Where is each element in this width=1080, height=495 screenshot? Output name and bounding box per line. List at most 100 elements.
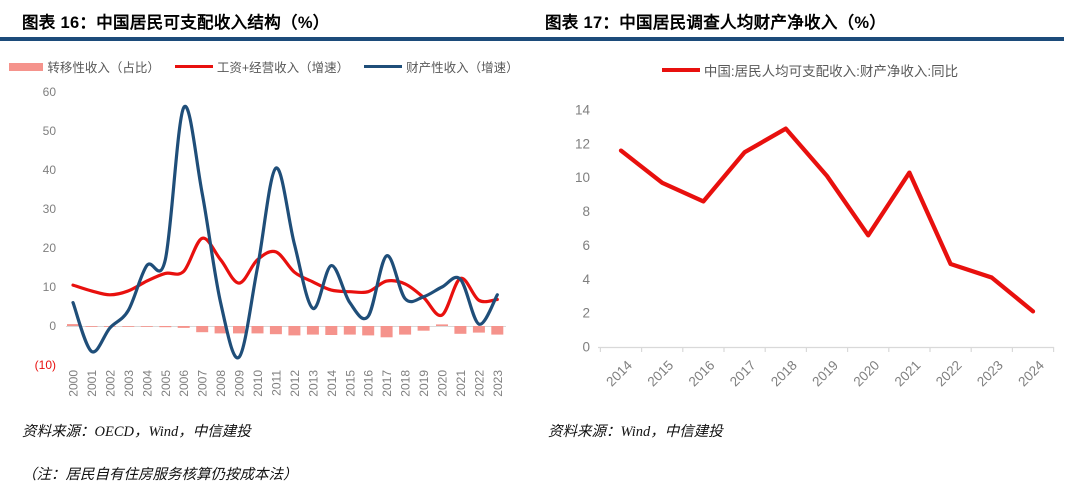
- property-income-line: [71, 104, 499, 360]
- x-tick-label: 2012: [288, 370, 302, 397]
- x-tick-label: 2014: [325, 370, 339, 397]
- transfer-income-bar: [399, 326, 412, 335]
- transfer-income-bar: [436, 324, 448, 326]
- figure17-line-chart: 0 2 4 6 8 10 12 14 2014 2015 2016 2017 2018 2019 2020 2…: [575, 102, 1055, 390]
- x-tick-label: 2007: [196, 370, 210, 397]
- x-tick-label: 2003: [122, 370, 136, 397]
- x-tick-label: 2006: [177, 370, 191, 397]
- transfer-income-bar: [196, 326, 209, 333]
- transfer-income-bar: [159, 326, 172, 328]
- x-tick-label: 2018: [768, 358, 800, 390]
- x-tick-label: 2024: [1015, 357, 1047, 389]
- x-tick-label: 2020: [850, 358, 882, 390]
- y-tick-label: 8: [582, 204, 590, 219]
- figure17-title: 图表 17：中国居民调查人均财产净收入（%）: [545, 14, 887, 32]
- transfer-income-bar: [325, 326, 338, 335]
- y-tick-label: 0: [582, 340, 590, 355]
- y-tick-label: 2: [582, 306, 590, 321]
- y-tick-label: 12: [575, 136, 590, 151]
- legend-item-property-income: 财产性收入（增速）: [364, 57, 519, 76]
- line-swatch-icon: [661, 67, 700, 73]
- bar-swatch-icon: [9, 62, 44, 71]
- transfer-income-bar: [362, 326, 375, 336]
- transfer-income-bar: [288, 326, 301, 336]
- x-tick-label: 2022: [933, 358, 965, 390]
- x-tick-label: 2018: [399, 370, 413, 397]
- x-tick-label: 2014: [603, 357, 635, 389]
- legend-item-property-net-income: 中国:居民人均可支配收入:财产净收入:同比: [661, 60, 959, 80]
- x-tick-label: 2020: [436, 370, 450, 397]
- x-tick-label: 2002: [103, 370, 117, 397]
- transfer-income-bar: [269, 326, 282, 335]
- legend-label: 转移性收入（占比）: [47, 61, 160, 75]
- figure16-legend: 转移性收入（占比） 工资+经营收入（增速） 财产性收入（增速）: [9, 57, 519, 76]
- x-tick-label: 2021: [892, 358, 924, 390]
- x-tick-label: 2017: [380, 370, 394, 397]
- x-tick-label: 2009: [233, 370, 247, 397]
- line-swatch-icon: [174, 64, 213, 69]
- x-tick-label: 2005: [159, 370, 173, 397]
- x-tick-label: 2015: [644, 358, 676, 390]
- legend-label: 财产性收入（增速）: [406, 61, 519, 75]
- y-tick-label: 10: [43, 280, 57, 294]
- figure17-source: 资料来源：Wind，中信建投: [548, 424, 723, 440]
- x-tick-label: 2008: [214, 370, 228, 397]
- figure16-source: 资料来源：OECD，Wind，中信建投: [22, 424, 251, 440]
- y-tick-label: 6: [582, 238, 590, 253]
- x-tick-label: 2019: [417, 370, 431, 397]
- y-tick-label: 20: [43, 241, 57, 255]
- x-tick-label: 2023: [491, 370, 505, 397]
- x-tick-label: 2010: [251, 370, 265, 397]
- transfer-income-bar: [140, 326, 153, 327]
- x-tick-label: 2000: [67, 370, 81, 397]
- x-tick-label: 2011: [269, 370, 283, 396]
- x-tick-label: 2001: [85, 370, 99, 397]
- x-tick-label: 2021: [454, 370, 468, 397]
- y-tick-label: (10): [35, 358, 56, 372]
- transfer-income-bar: [67, 324, 79, 326]
- legend-item-wage-income: 工资+经营收入（增速）: [174, 57, 350, 76]
- transfer-income-bar: [454, 326, 467, 334]
- transfer-income-bar: [491, 326, 504, 335]
- transfer-income-bar: [251, 326, 264, 334]
- transfer-income-bar: [233, 326, 245, 334]
- x-tick-label: 2023: [974, 358, 1006, 390]
- y-tick-label: 60: [43, 85, 57, 99]
- transfer-income-bar: [472, 326, 485, 333]
- x-tick-label: 2015: [343, 370, 357, 397]
- x-tick-label: 2017: [727, 358, 759, 390]
- y-tick-label: 4: [582, 272, 590, 287]
- transfer-income-bar: [85, 326, 98, 327]
- y-tick-label: 10: [575, 170, 590, 185]
- wage-income-line: [71, 236, 499, 318]
- transfer-income-bar: [122, 326, 135, 327]
- x-tick-label: 2016: [362, 370, 376, 397]
- x-tick-label: 2019: [809, 358, 841, 390]
- x-tick-label: 2004: [140, 370, 154, 397]
- transfer-income-bar: [306, 326, 319, 335]
- y-tick-label: 0: [49, 319, 56, 333]
- figure17-legend: 中国:居民人均可支配收入:财产净收入:同比: [560, 60, 1060, 80]
- y-tick-label: 30: [43, 202, 57, 216]
- transfer-income-bar: [380, 326, 393, 338]
- y-tick-label: 14: [575, 102, 591, 117]
- property-net-income-line: [618, 126, 1036, 314]
- transfer-income-bar: [214, 326, 227, 334]
- title-underline-rule: [0, 37, 1064, 41]
- figure16-title: 图表 16：中国居民可支配收入结构（%）: [22, 14, 330, 32]
- x-tick-label: 2016: [686, 358, 718, 390]
- line-swatch-icon: [364, 64, 403, 69]
- legend-label: 中国:居民人均可支配收入:财产净收入:同比: [703, 64, 959, 79]
- transfer-income-bar: [177, 326, 190, 328]
- legend-item-transfer-income: 转移性收入（占比）: [9, 57, 160, 76]
- y-tick-label: 50: [43, 124, 57, 138]
- figure16-note: （注：居民自有住房服务核算仍按成本法）: [22, 467, 298, 483]
- y-tick-label: 40: [43, 163, 57, 177]
- transfer-income-bar: [343, 326, 356, 335]
- x-tick-label: 2013: [306, 370, 320, 397]
- x-tick-label: 2022: [472, 370, 486, 397]
- legend-label: 工资+经营收入（增速）: [216, 61, 350, 75]
- transfer-income-bar: [417, 326, 430, 331]
